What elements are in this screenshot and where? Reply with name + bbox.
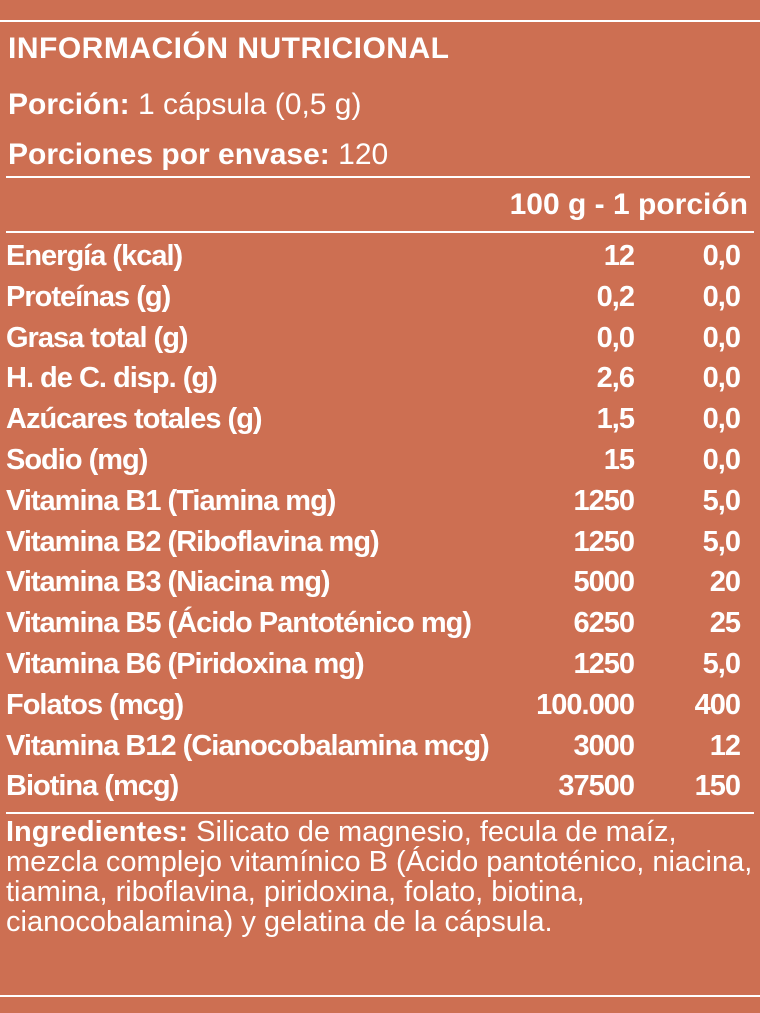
table-row: Folatos (mcg) 100.000 400 bbox=[0, 689, 760, 729]
servings-line: Porciones por envase: 120 bbox=[8, 138, 388, 172]
ingredients-text: Silicato de magnesio, fecula de maíz, me… bbox=[6, 816, 753, 938]
nutrient-name: Energía (kcal) bbox=[6, 240, 183, 272]
table-row: Vitamina B3 (Niacina mg) 5000 20 bbox=[0, 566, 760, 606]
bottom-rule bbox=[0, 995, 760, 997]
value-per-portion: 25 bbox=[709, 607, 741, 640]
nutrient-name: Grasa total (g) bbox=[6, 321, 189, 354]
nutrient-name: Biotina (mcg) bbox=[6, 770, 179, 803]
value-per-100g: 37500 bbox=[558, 770, 635, 803]
nutrient-name: Folatos (mcg) bbox=[6, 688, 184, 721]
value-per-100g: 5000 bbox=[573, 566, 635, 599]
label-title: INFORMACIÓN NUTRICIONAL bbox=[8, 32, 450, 65]
column-divider bbox=[6, 231, 754, 233]
top-rule bbox=[0, 20, 760, 22]
ingredients-label: Ingredientes: bbox=[6, 816, 189, 848]
value-per-100g: 12 bbox=[603, 240, 635, 272]
ingredients-divider bbox=[6, 812, 754, 814]
value-per-100g: 1250 bbox=[573, 648, 635, 680]
value-per-portion: 12 bbox=[709, 729, 741, 762]
column-header: 100 g - 1 porción bbox=[509, 188, 748, 221]
value-per-portion: 5,0 bbox=[702, 484, 741, 517]
table-row: Vitamina B5 (Ácido Pantoténico mg) 6250 25 bbox=[0, 607, 760, 647]
value-per-100g: 6250 bbox=[573, 607, 635, 640]
table-row: Energía (kcal) 12 0,0 bbox=[0, 240, 760, 280]
table-row: Proteínas (g) 0,2 0,0 bbox=[0, 281, 760, 321]
nutrient-name: Vitamina B2 (Riboflavina mg) bbox=[6, 525, 380, 558]
value-per-portion: 0,0 bbox=[702, 444, 741, 476]
value-per-100g: 3000 bbox=[573, 729, 635, 762]
table-row: Azúcares totales (g) 1,5 0,0 bbox=[0, 403, 760, 443]
table-row: Biotina (mcg) 37500 150 bbox=[0, 770, 760, 810]
value-per-100g: 1250 bbox=[573, 484, 635, 517]
portion-value: 1 cápsula (0,5 g) bbox=[138, 88, 362, 121]
value-per-portion: 5,0 bbox=[702, 648, 741, 680]
table-row: H. de C. disp. (g) 2,6 0,0 bbox=[0, 362, 760, 402]
servings-label: Porciones por envase: bbox=[8, 138, 330, 171]
nutrient-name: H. de C. disp. (g) bbox=[6, 362, 218, 395]
nutrient-name: Vitamina B1 (Tiamina mg) bbox=[6, 484, 336, 517]
value-per-100g: 2,6 bbox=[596, 362, 635, 395]
table-row: Grasa total (g) 0,0 0,0 bbox=[0, 322, 760, 362]
value-per-100g: 0,2 bbox=[596, 280, 635, 313]
value-per-100g: 1250 bbox=[573, 525, 635, 558]
ingredients-block: Ingredientes: Silicato de magnesio, fecu… bbox=[6, 817, 754, 937]
nutrient-name: Sodio (mg) bbox=[6, 444, 148, 476]
portion-label: Porción: bbox=[8, 88, 130, 121]
value-per-100g: 15 bbox=[603, 444, 635, 476]
value-per-portion: 0,0 bbox=[702, 403, 741, 436]
header-divider bbox=[6, 176, 750, 178]
value-per-portion: 0,0 bbox=[702, 321, 741, 354]
table-row: Vitamina B2 (Riboflavina mg) 1250 5,0 bbox=[0, 526, 760, 566]
value-per-portion: 20 bbox=[709, 566, 741, 599]
nutrient-name: Vitamina B6 (Piridoxina mg) bbox=[6, 648, 365, 680]
value-per-100g: 1,5 bbox=[596, 403, 635, 436]
value-per-portion: 0,0 bbox=[702, 240, 741, 272]
nutrient-name: Azúcares totales (g) bbox=[6, 403, 263, 436]
table-row: Vitamina B12 (Cianocobalamina mcg) 3000 12 bbox=[0, 730, 760, 770]
value-per-100g: 0,0 bbox=[596, 321, 635, 354]
value-per-portion: 5,0 bbox=[702, 525, 741, 558]
value-per-portion: 0,0 bbox=[702, 362, 741, 395]
table-row: Vitamina B6 (Piridoxina mg) 1250 5,0 bbox=[0, 648, 760, 688]
value-per-portion: 0,0 bbox=[702, 280, 741, 313]
servings-value: 120 bbox=[338, 138, 389, 171]
table-row: Vitamina B1 (Tiamina mg) 1250 5,0 bbox=[0, 485, 760, 525]
nutrient-name: Proteínas (g) bbox=[6, 280, 171, 313]
nutrient-name: Vitamina B3 (Niacina mg) bbox=[6, 566, 331, 599]
portion-line: Porción: 1 cápsula (0,5 g) bbox=[8, 88, 361, 122]
value-per-portion: 150 bbox=[694, 770, 741, 803]
table-row: Sodio (mg) 15 0,0 bbox=[0, 444, 760, 484]
nutrient-name: Vitamina B12 (Cianocobalamina mcg) bbox=[6, 729, 490, 762]
value-per-portion: 400 bbox=[694, 688, 741, 721]
nutrient-name: Vitamina B5 (Ácido Pantoténico mg) bbox=[6, 607, 472, 640]
value-per-100g: 100.000 bbox=[536, 688, 635, 721]
